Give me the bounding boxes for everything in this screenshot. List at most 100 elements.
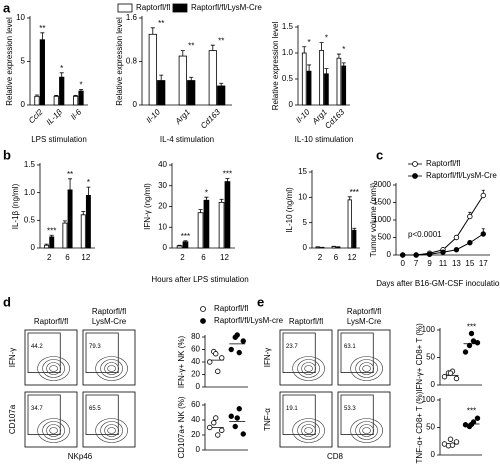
x-tick-label: 2 [180,253,185,262]
x-tick-label: 13 [452,259,461,268]
legend-marker [412,161,418,167]
significance: ** [188,42,194,51]
column-header: Raptorfl/fl [34,317,68,326]
bar [44,244,50,249]
significance: *** [467,406,476,415]
contour [292,418,325,443]
contour [301,362,316,375]
gate-percent: 63.1 [344,344,356,350]
column-header: Raptorfl/fl [347,307,381,316]
contour [304,365,313,372]
significance: *** [223,170,232,179]
x-axis-label: IL-10 stimulation [295,135,354,144]
x-tick-label: 6 [334,253,339,262]
contour [46,362,61,375]
y-tick-label: 10 [16,13,25,22]
y-tick-label: 20 [191,430,200,439]
x-tick-label: 11 [439,259,448,268]
significance: * [205,188,208,197]
x-tick-label: Ccl2 [27,107,45,125]
y-axis-label: Relative expression level [5,17,14,106]
y-tick-label: 50 [426,353,435,362]
bar [178,55,187,106]
bar [324,73,329,106]
legend-label: Raptorfl/fl [214,304,248,313]
y-tick-label: 20 [191,370,200,379]
bar [331,246,336,249]
point [480,192,486,199]
x-tick-label: Cd163 [323,107,346,130]
point [474,415,481,421]
x-tick-label: 15 [465,259,474,268]
error-bar [81,211,86,215]
point [207,424,213,431]
legend-label: Raptorfl/fl/LysM-cre [214,316,284,325]
bar [352,229,357,249]
y-tick-label: 5 [21,57,26,66]
contour [359,424,374,437]
y-tick-label: 0.8 [126,57,138,66]
bar [34,95,40,106]
contour [362,427,371,434]
contour [42,421,65,440]
contour [46,424,61,437]
x-tick-label: 9 [427,259,432,268]
y-tick-label: 0 [163,243,168,252]
y-tick-label: 0 [387,250,392,259]
x-tick-label: 12 [220,253,229,262]
bar [157,80,166,106]
row-label: CD107a [8,404,17,434]
y-axis-label: Relative expression level [115,17,124,106]
line [402,195,484,256]
error-bar [177,244,182,246]
x-tick-label: 0 [400,259,405,268]
significance: ** [67,170,73,179]
y-tick-label: 10 [298,192,307,201]
point [449,442,456,448]
y-axis-label: IFN-γ+ NK (%) [177,336,186,389]
point [219,355,225,361]
contour [359,362,374,375]
point [453,247,460,253]
bar [315,246,320,249]
x-tick-label: 6 [65,253,70,262]
error-bar [189,76,194,81]
flow-plot [279,329,333,386]
column-header: Raptorfl/fl [289,317,323,326]
bar [336,57,342,106]
y-axis-label: Tumor volume (mm³) [369,182,378,257]
y-tick-label: 500 [378,233,392,242]
x-tick-label: Il-10 [294,107,312,125]
legend-label: Raptorfl/fl/LysM-Cre [191,3,262,12]
contour [304,427,313,434]
significance: * [325,34,328,43]
gate-percent: 19.1 [286,406,298,412]
contour [107,427,116,434]
flow-plot [279,391,333,448]
bar [197,212,204,249]
point [215,432,221,438]
contour [104,424,119,437]
legend-marker [200,318,206,324]
significance: * [87,178,90,187]
significance: * [342,45,345,54]
y-tick-label: 0.5 [282,74,294,83]
contour [42,359,65,378]
bar [218,201,225,249]
point [468,421,475,428]
significance: * [79,80,82,89]
x-tick-label: Il-10 [145,107,163,125]
y-tick-label: 0 [303,243,308,252]
y-axis-label: IFN-γ (ng/ml) [143,183,152,230]
y-tick-label: 20 [158,202,167,211]
point [400,252,406,258]
point [462,349,469,355]
bar [85,195,91,249]
column-header: LysM-Cre [92,317,127,326]
significance: * [60,64,63,73]
bar [187,80,196,106]
point [480,231,486,237]
error-bar [183,240,188,242]
error-bar [34,94,39,97]
point [219,427,225,433]
